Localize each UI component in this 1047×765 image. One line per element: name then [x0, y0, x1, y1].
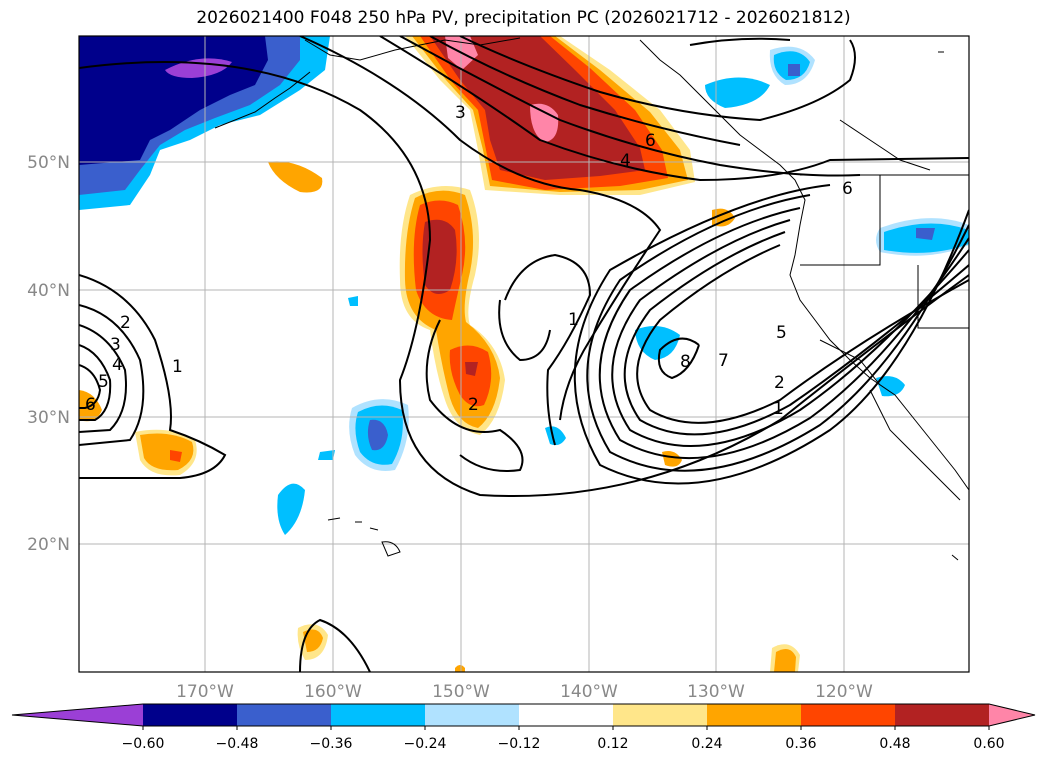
colorbar-segment — [707, 704, 802, 726]
lon-label-170w: 170°W — [176, 682, 234, 702]
colorbar-segment — [331, 704, 426, 726]
colorbar-segment — [425, 704, 520, 726]
colorbar-tick-label: 0.48 — [879, 736, 910, 752]
colorbar-tick-label: −0.24 — [404, 736, 447, 752]
pv-contour-2-small — [498, 299, 551, 362]
colorbar-segment — [143, 704, 238, 726]
colorbar: −0.60 −0.48 −0.36 −0.24 −0.12 0.12 0.24 0.36 0.4… — [11, 703, 1036, 752]
colorbar-tick-label: 0.36 — [785, 736, 816, 752]
lon-label-140w: 140°W — [560, 682, 618, 702]
hawaii-islands — [327, 517, 401, 557]
pv-contour-ridge-2 — [623, 231, 969, 436]
contour-label: 1 — [568, 310, 579, 330]
pv-contour-south — [299, 618, 371, 672]
contour-label: 5 — [98, 372, 109, 392]
contour-label: 5 — [776, 323, 787, 343]
pv-contour-west-4 — [79, 344, 112, 421]
small-islands — [938, 51, 959, 561]
pv-contour-west-3 — [79, 324, 127, 433]
pv-contour-ridge-4 — [598, 207, 969, 460]
colorbar-segment — [801, 704, 896, 726]
lat-label-40n: 40°N — [27, 281, 70, 301]
mexico-border — [819, 339, 881, 386]
contour-label: 7 — [718, 351, 729, 371]
pv-contour-ridge-5 — [586, 194, 969, 472]
colorbar-segment — [613, 704, 708, 726]
lon-label-150w: 150°W — [432, 682, 490, 702]
contour-label: 1 — [773, 399, 784, 419]
colorbar-tick-label: −0.60 — [122, 736, 165, 752]
colorbar-segment — [519, 704, 614, 726]
colorbar-tick-label: −0.36 — [310, 736, 353, 752]
gridlines — [79, 36, 969, 672]
north-america-west-coast — [639, 39, 969, 491]
pv-contour-8 — [657, 337, 700, 380]
contour-label: 6 — [645, 131, 656, 151]
colorbar-tick-label: 0.12 — [597, 736, 628, 752]
colorbar-segment — [895, 704, 990, 726]
contour-label: 6 — [85, 395, 96, 415]
aleutian-islands — [214, 71, 311, 129]
contour-label: 2 — [774, 373, 785, 393]
figure-title: 2026021400 F048 250 hPa PV, precipitatio… — [196, 8, 851, 28]
colorbar-tick-label: 0.60 — [973, 736, 1004, 752]
colorbar-segment — [237, 704, 332, 726]
state-border-1 — [800, 175, 881, 266]
contour-label: 2 — [468, 395, 479, 415]
contour-label: 6 — [842, 179, 853, 199]
canada-province-line — [839, 119, 931, 171]
pv-contour-7 — [689, 37, 791, 46]
colorbar-tick-label: 0.24 — [691, 736, 722, 752]
contour-label: 8 — [680, 352, 691, 372]
pv-contour-west-5 — [79, 364, 102, 409]
map-frame — [78, 35, 970, 673]
lon-label-160w: 160°W — [304, 682, 362, 702]
pv-contour-ridge-1 — [636, 244, 969, 424]
pv-contour-ridge-3 — [611, 219, 969, 447]
contour-label: 3 — [110, 335, 121, 355]
pv-contour-1-inner — [299, 36, 662, 421]
pv-contour-1-large — [79, 61, 969, 498]
lon-label-120w: 120°W — [815, 682, 873, 702]
coastlines — [214, 37, 969, 561]
contour-label: 3 — [455, 103, 466, 123]
contour-label: 2 — [120, 313, 131, 333]
state-border-2 — [917, 265, 969, 329]
pv-contour-west-2 — [79, 304, 145, 446]
contour-labels: 3 6 4 6 1 5 8 7 2 1 2 3 4 5 6 1 2 — [85, 103, 853, 419]
map-area: 3 6 4 6 1 5 8 7 2 1 2 3 4 5 6 1 2 — [79, 36, 969, 672]
pv-contours — [79, 36, 969, 672]
latitude-axis: 50°N 40°N 30°N 20°N — [27, 153, 70, 555]
lat-label-50n: 50°N — [27, 153, 70, 173]
longitude-axis: 170°W 160°W 150°W 140°W 130°W 120°W — [176, 682, 873, 702]
pv-contour-3 — [379, 36, 969, 182]
lon-label-130w: 130°W — [687, 682, 745, 702]
colorbar-extend-low — [12, 704, 143, 726]
colorbar-tick-label: −0.12 — [498, 736, 541, 752]
pv-contour-ridge-6 — [573, 184, 969, 485]
pv-contour-6 — [459, 36, 856, 122]
contour-label: 4 — [620, 151, 631, 171]
positive-anomaly-small-patches — [79, 161, 800, 672]
baja-california — [869, 389, 961, 501]
pv-contour-west-1 — [79, 274, 227, 479]
alaska-south-coast — [304, 37, 521, 61]
negative-anomaly-patches — [277, 46, 969, 535]
pv-contour-5 — [429, 36, 741, 146]
contour-label: 4 — [112, 355, 123, 375]
pv-contour-4 — [399, 36, 861, 177]
colorbar-tick-label: −0.48 — [216, 736, 259, 752]
pv-contour-1-loop — [504, 253, 592, 446]
lat-label-30n: 30°N — [27, 408, 70, 428]
pv-contour-2 — [425, 319, 524, 472]
colorbar-extend-high — [989, 704, 1035, 726]
contour-label: 1 — [172, 357, 183, 377]
lat-label-20n: 20°N — [27, 535, 70, 555]
